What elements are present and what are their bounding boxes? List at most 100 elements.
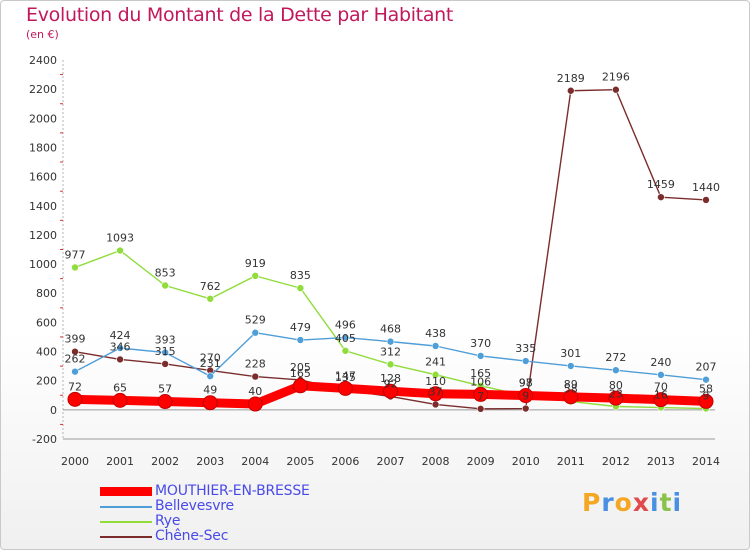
data-point [702, 375, 710, 384]
data-label: 853 [155, 267, 176, 280]
data-label: 438 [425, 327, 446, 340]
x-tick-label: 2008 [422, 455, 450, 468]
data-point [566, 86, 575, 95]
data-point [337, 380, 353, 396]
logo-letter: i [672, 488, 683, 517]
x-tick-label: 2004 [241, 455, 269, 468]
x-tick-label: 2002 [151, 455, 179, 468]
y-tick-label: 800 [36, 287, 57, 300]
chart-unit: (en €) [26, 28, 59, 41]
x-tick-label: 2011 [557, 455, 585, 468]
data-label: 393 [155, 334, 176, 347]
data-label: 9 [522, 390, 529, 403]
data-point [521, 357, 530, 365]
data-point [431, 370, 440, 379]
y-tick-label: 2400 [29, 54, 57, 67]
data-point [161, 281, 169, 290]
data-point [383, 383, 398, 399]
data-label: 147 [335, 369, 356, 382]
data-point [206, 372, 215, 380]
data-point [473, 386, 489, 402]
legend-label: Bellevesvre [155, 498, 234, 514]
x-tick-label: 2000 [61, 455, 89, 468]
data-label: 468 [380, 323, 401, 336]
data-label: 1093 [106, 232, 134, 245]
data-point [518, 388, 534, 404]
data-label: 262 [65, 353, 86, 366]
data-point [428, 386, 444, 402]
data-label: 89 [564, 378, 578, 391]
data-label: 2189 [557, 72, 585, 85]
data-point [431, 400, 440, 409]
legend-label: MOUTHIER-EN-BRESSE [155, 483, 310, 499]
data-label: 72 [68, 380, 82, 393]
data-label: 301 [560, 347, 581, 360]
legend-label: Chêne-Sec [155, 528, 229, 544]
data-point [71, 347, 79, 356]
data-point [251, 328, 260, 337]
data-point [116, 246, 124, 255]
y-tick-label: 2000 [29, 112, 57, 125]
y-tick-label: 1800 [29, 141, 57, 154]
data-label: 315 [155, 345, 176, 358]
data-label: 40 [248, 385, 262, 398]
y-tick-label: 0 [50, 404, 57, 417]
data-label: 9 [703, 390, 710, 403]
data-label: 165 [290, 367, 311, 380]
logo-letter: i [650, 488, 660, 517]
data-label: 97 [519, 377, 533, 390]
data-label: 231 [200, 357, 221, 370]
data-point [71, 367, 79, 376]
data-label: 37 [429, 385, 443, 398]
data-label: 92 [384, 377, 398, 390]
data-label: 106 [470, 375, 491, 388]
chart-title: Evolution du Montant de la Dette par Hab… [26, 4, 454, 26]
data-label: 205 [290, 361, 311, 374]
data-point [161, 360, 169, 368]
data-point [612, 85, 620, 94]
y-tick-label: 1600 [29, 171, 57, 184]
data-label: 16 [654, 389, 668, 402]
data-label: 405 [335, 332, 356, 345]
data-point [341, 347, 350, 355]
data-label: 241 [425, 356, 446, 369]
y-tick-label: 2200 [29, 83, 57, 96]
y-tick-label: -200 [32, 433, 57, 446]
data-point [386, 337, 395, 346]
y-tick-label: 1400 [29, 200, 57, 213]
x-tick-label: 2013 [647, 455, 675, 468]
data-label: 762 [200, 280, 221, 293]
data-label: 399 [65, 333, 86, 346]
data-label: 207 [696, 361, 717, 374]
legend-swatch [100, 506, 152, 508]
data-label: 49 [203, 384, 217, 397]
data-point [112, 392, 128, 408]
data-point [157, 394, 173, 410]
data-point [566, 362, 575, 370]
y-tick-label: 1000 [29, 258, 57, 271]
data-point [116, 344, 124, 352]
data-label: 272 [605, 351, 626, 364]
legend-swatch [100, 487, 152, 496]
data-point [608, 390, 624, 406]
data-point [431, 342, 440, 350]
data-point [657, 371, 665, 379]
data-point [251, 272, 260, 280]
data-label: 1440 [692, 181, 720, 194]
data-point [247, 396, 263, 412]
data-label: 977 [65, 248, 86, 261]
y-tick-label: 1200 [29, 229, 57, 242]
y-tick-label: 200 [36, 375, 57, 388]
data-point [341, 333, 350, 342]
x-tick-label: 2012 [602, 455, 630, 468]
data-label: 70 [654, 381, 668, 394]
data-label: 165 [470, 367, 491, 380]
logo-letter: r [601, 488, 615, 517]
data-label: 312 [380, 345, 401, 358]
legend-swatch [100, 536, 152, 538]
data-label: 80 [609, 379, 623, 392]
data-point [476, 405, 485, 413]
data-point [521, 404, 530, 413]
